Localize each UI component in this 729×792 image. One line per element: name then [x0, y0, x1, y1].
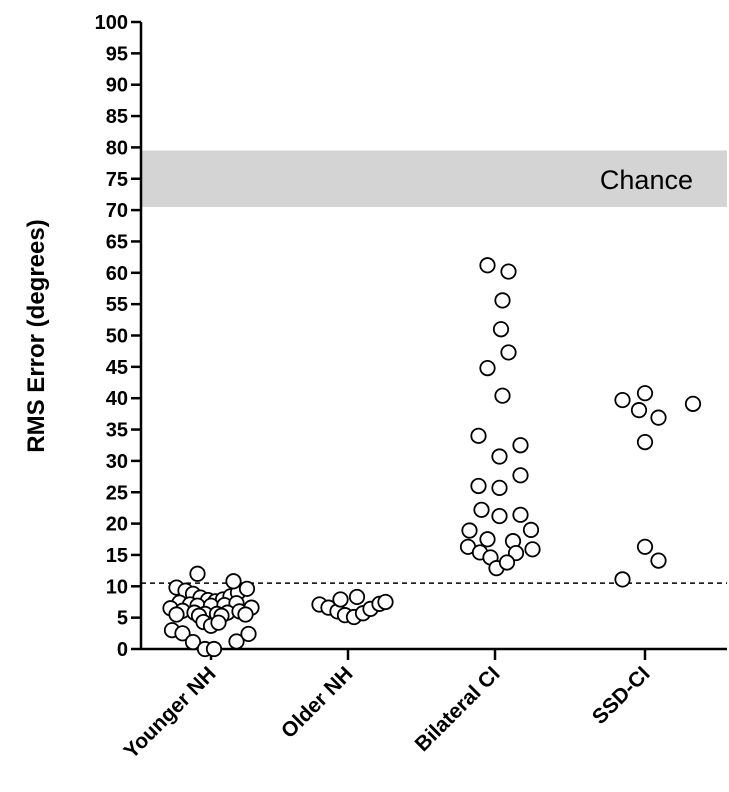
data-point: [512, 467, 529, 484]
data-point: [240, 625, 257, 643]
data-point: [225, 573, 242, 590]
data-point: [491, 479, 508, 496]
x-category-label: Older NH: [277, 662, 358, 743]
y-tick-label: 20: [106, 514, 128, 536]
data-point: [377, 593, 394, 611]
y-tick-label: 100: [95, 12, 128, 34]
y-tick-label: 85: [106, 106, 128, 128]
y-tick-label: 60: [106, 263, 128, 285]
data-point: [636, 433, 654, 451]
data-point: [238, 580, 256, 597]
data-point: [210, 614, 227, 631]
x-axis: Younger NH Older NH Bilateral CI SSD-CI: [120, 647, 727, 763]
y-tick-label: 5: [117, 608, 128, 630]
data-point: [650, 552, 667, 569]
data-point: [494, 387, 511, 404]
data-point: [470, 477, 487, 495]
x-category-label: Bilateral CI: [411, 662, 505, 756]
data-point: [479, 257, 496, 274]
chance-band-label: Chance: [600, 165, 693, 195]
data-point: [494, 292, 511, 309]
y-tick-label: 65: [106, 231, 128, 253]
data-point: [470, 427, 487, 444]
data-point: [512, 437, 529, 454]
y-tick-label: 50: [106, 326, 128, 348]
data-point: [479, 531, 496, 548]
chance-band-rect: [141, 150, 727, 207]
y-tick-label: 35: [106, 420, 128, 442]
data-point: [348, 588, 366, 606]
y-tick-label: 0: [117, 639, 128, 661]
data-point: [189, 565, 206, 582]
y-tick-label: 10: [106, 576, 128, 598]
data-point: [500, 344, 517, 361]
data-point: [205, 640, 223, 658]
data-point: [500, 263, 517, 280]
data-point: [237, 606, 254, 623]
data-point: [684, 395, 702, 412]
y-tick-label: 95: [106, 43, 128, 65]
y-tick-label: 75: [106, 169, 128, 191]
data-point: [491, 448, 508, 465]
data-point: [491, 507, 508, 525]
chance-band: Chance: [141, 150, 727, 207]
data-point: [473, 501, 490, 518]
y-axis: 0 5 10 15 20 25 30 35 40 45 50 55 60 65 70 75 80 85 90 95 10…: [95, 12, 143, 661]
data-point: [168, 606, 185, 623]
y-tick-label: 80: [106, 137, 128, 159]
y-tick-label: 45: [106, 357, 128, 379]
data-point: [636, 538, 654, 555]
y-tick-label: 90: [106, 75, 128, 97]
y-tick-label: 40: [106, 388, 128, 410]
data-point: [636, 385, 654, 402]
data-point: [614, 571, 631, 588]
y-tick-label: 30: [106, 451, 128, 473]
y-tick-label: 15: [106, 545, 128, 567]
data-point: [614, 391, 631, 409]
data-point: [479, 360, 496, 377]
data-point: [498, 554, 516, 571]
data-point: [492, 321, 510, 338]
y-tick-label: 55: [106, 294, 128, 316]
data-point: [228, 633, 245, 650]
data-point: [184, 634, 202, 651]
data-points: [162, 257, 702, 658]
data-point: [332, 591, 349, 608]
y-axis-title: RMS Error (degrees): [23, 219, 50, 452]
data-point: [174, 625, 191, 642]
x-category-label: SSD-CI: [588, 662, 655, 729]
y-tick-label: 70: [106, 200, 128, 222]
data-point: [512, 506, 529, 523]
x-category-label: Younger NH: [120, 662, 221, 763]
data-point: [522, 521, 540, 538]
data-point: [630, 402, 648, 419]
data-point: [650, 409, 667, 426]
data-point: [461, 522, 478, 539]
y-tick-label: 25: [106, 482, 128, 504]
data-point: [524, 541, 541, 558]
